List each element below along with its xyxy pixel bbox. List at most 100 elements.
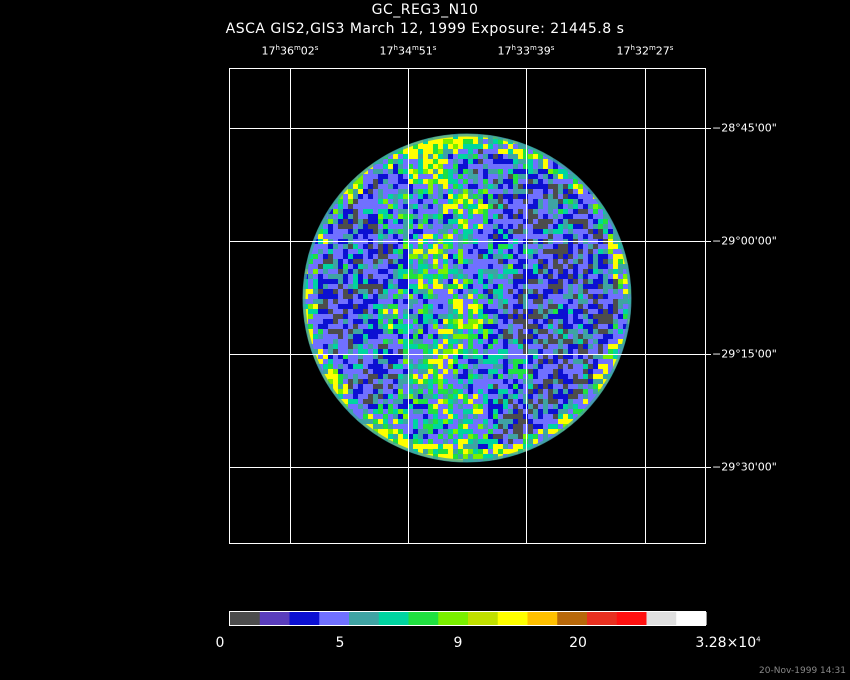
intensity-pixel [383,374,388,379]
intensity-pixel [428,204,433,209]
intensity-pixel [493,414,498,419]
colorbar-segment [557,612,588,625]
intensity-pixel [508,334,513,339]
colorbar-segment [468,612,499,625]
intensity-pixel [403,374,408,379]
intensity-pixel [498,304,503,309]
intensity-pixel [448,299,453,304]
intensity-pixel [428,244,433,249]
intensity-pixel [508,399,513,404]
intensity-pixel [548,299,553,304]
intensity-pixel [448,449,453,454]
intensity-pixel [423,304,428,309]
intensity-pixel [438,204,443,209]
intensity-pixel [473,394,478,399]
intensity-pixel [448,389,453,394]
intensity-pixel [518,419,523,424]
intensity-pixel [498,364,503,369]
intensity-pixel [518,289,523,294]
intensity-pixel [358,364,363,369]
intensity-pixel [433,139,438,144]
intensity-pixel [328,344,333,349]
intensity-pixel [588,354,593,359]
intensity-pixel [518,344,523,349]
colorbar-tick-20: 20 [569,635,587,651]
intensity-pixel [333,299,338,304]
intensity-pixel [503,304,508,309]
intensity-pixel [488,319,493,324]
intensity-pixel [458,244,463,249]
intensity-pixel [568,284,573,289]
intensity-pixel [448,429,453,434]
intensity-pixel [353,254,358,259]
intensity-pixel [533,299,538,304]
intensity-pixel [493,339,498,344]
intensity-pixel [508,244,513,249]
intensity-pixel [433,324,438,329]
intensity-pixel [488,249,493,254]
intensity-pixel [593,294,598,299]
intensity-pixel [383,164,388,169]
intensity-pixel [448,169,453,174]
intensity-pixel [528,424,533,429]
intensity-pixel [553,304,558,309]
intensity-pixel [433,174,438,179]
intensity-pixel [533,249,538,254]
intensity-pixel [483,444,488,449]
intensity-pixel [418,439,423,444]
intensity-pixel [548,209,553,214]
intensity-pixel [528,154,533,159]
intensity-pixel [393,294,398,299]
intensity-pixel [553,264,558,269]
dec-label-2: −29°00'00" [712,234,777,248]
intensity-pixel [533,424,538,429]
intensity-pixel [408,344,413,349]
intensity-pixel [368,284,373,289]
intensity-pixel [388,274,393,279]
intensity-pixel [468,429,473,434]
intensity-pixel [463,334,468,339]
intensity-pixel [313,254,318,259]
intensity-pixel [513,279,518,284]
intensity-pixel [548,204,553,209]
intensity-pixel [468,234,473,239]
intensity-pixel [598,349,603,354]
intensity-pixel [418,319,423,324]
intensity-pixel [368,194,373,199]
intensity-pixel [563,389,568,394]
intensity-pixel [543,399,548,404]
intensity-pixel [513,389,518,394]
intensity-pixel [568,224,573,229]
intensity-pixel [468,309,473,314]
intensity-pixel [493,199,498,204]
intensity-pixel [533,199,538,204]
intensity-pixel [478,354,483,359]
intensity-pixel [438,444,443,449]
intensity-pixel [473,169,478,174]
intensity-pixel [508,384,513,389]
intensity-pixel [403,339,408,344]
intensity-pixel [548,234,553,239]
intensity-pixel [573,389,578,394]
intensity-pixel [593,259,598,264]
intensity-pixel [373,184,378,189]
intensity-pixel [388,169,393,174]
intensity-pixel [373,369,378,374]
intensity-pixel [343,224,348,229]
intensity-pixel [388,424,393,429]
intensity-pixel [558,204,563,209]
intensity-pixel [433,404,438,409]
intensity-pixel [523,319,528,324]
intensity-pixel [338,394,343,399]
intensity-pixel [478,369,483,374]
intensity-pixel [443,429,448,434]
intensity-pixel [428,444,433,449]
intensity-pixel [528,314,533,319]
intensity-pixel [438,139,443,144]
intensity-pixel [578,299,583,304]
intensity-pixel [463,224,468,229]
intensity-pixel [588,304,593,309]
intensity-pixel [623,299,628,304]
intensity-pixel [568,354,573,359]
intensity-pixel [358,284,363,289]
